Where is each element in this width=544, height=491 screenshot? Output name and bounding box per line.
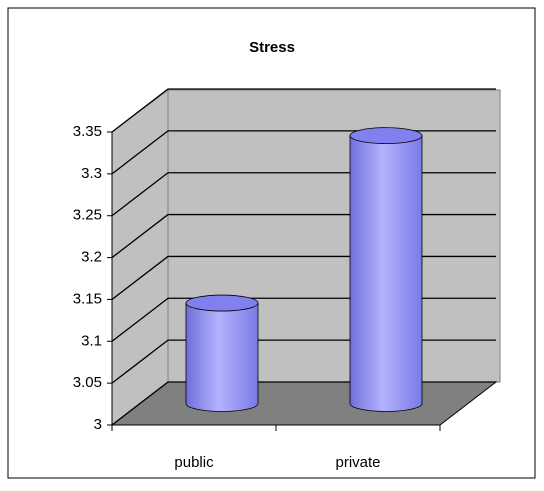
cylinder-body — [185, 302, 259, 412]
y-tick-label: 3 — [94, 416, 102, 433]
y-tick-label: 3.15 — [73, 290, 102, 307]
y-tick-label: 3.25 — [73, 207, 102, 224]
bar — [349, 127, 423, 412]
y-tick-label: 3.2 — [81, 249, 102, 266]
y-tick-label: 3.1 — [81, 332, 102, 349]
side-wall — [111, 89, 169, 427]
x-tick-label: public — [174, 454, 214, 471]
x-tick-label: private — [335, 454, 380, 471]
floor — [110, 381, 498, 426]
plot: 3 3.05 3.1 3.15 3.2 3.25 3.3 3.35 public private — [73, 88, 496, 471]
y-tick-label: 3.3 — [81, 165, 102, 182]
y-tick-label: 3.05 — [73, 374, 102, 391]
bar — [185, 294, 259, 412]
cylinder-top — [185, 294, 259, 312]
y-tick-label: 3.35 — [73, 123, 102, 140]
cylinder-top — [349, 127, 423, 145]
chart-title: Stress — [249, 39, 295, 56]
grid-line — [111, 88, 496, 133]
cylinder-body — [349, 135, 423, 412]
